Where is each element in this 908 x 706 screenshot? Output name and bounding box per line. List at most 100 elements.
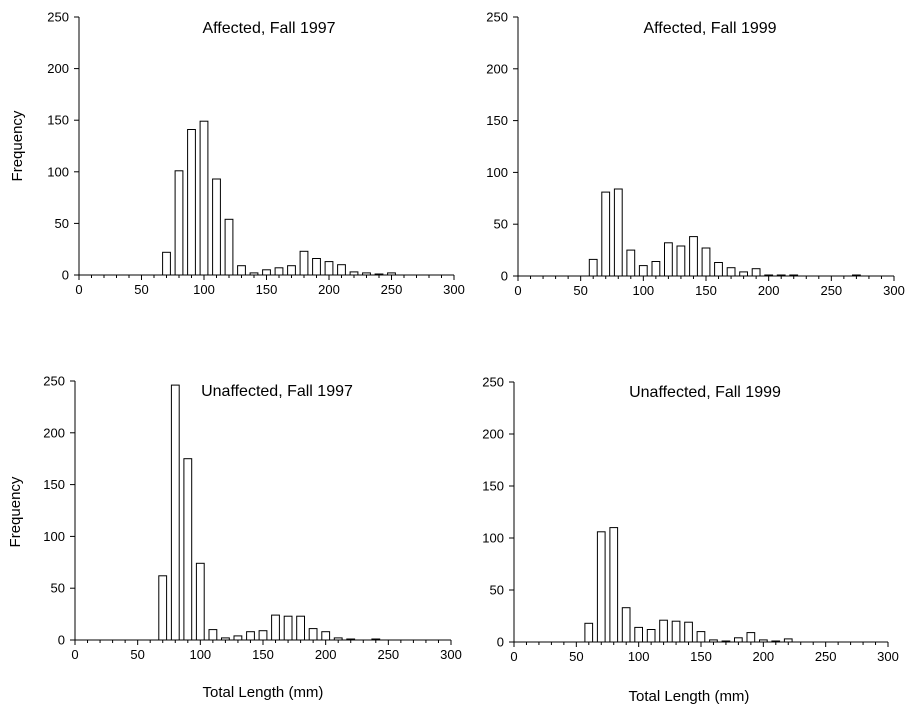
y-tick-label: 150: [43, 477, 65, 492]
histogram-bar: [208, 629, 218, 641]
histogram-bar: [584, 622, 594, 643]
histogram-bar: [199, 120, 209, 276]
x-tick-label: 100: [193, 282, 215, 297]
histogram-bar: [158, 575, 168, 641]
histogram-bar: [324, 261, 334, 276]
y-tick-label: 100: [47, 164, 69, 179]
x-tick-label: 50: [130, 647, 144, 662]
x-tick-label: 200: [752, 649, 774, 664]
y-tick-label: 50: [494, 217, 508, 232]
x-tick-label: 200: [315, 647, 337, 662]
histogram-bar: [308, 628, 318, 641]
histogram-bar: [609, 527, 619, 643]
histogram-bar: [337, 264, 346, 276]
histogram-bar: [283, 615, 293, 641]
x-axis-title: Total Length (mm): [203, 684, 324, 701]
y-tick-label: 150: [482, 479, 504, 494]
histogram-bar: [646, 629, 656, 643]
histogram-bar: [287, 265, 296, 276]
histogram-bar: [262, 269, 271, 276]
histogram-bar: [676, 245, 686, 277]
y-tick-label: 250: [47, 10, 69, 25]
x-tick-label: 150: [256, 282, 278, 297]
y-tick-label: 100: [482, 531, 504, 546]
histogram-bar: [212, 178, 221, 276]
x-tick-label: 150: [252, 647, 274, 662]
histogram-bar: [634, 626, 643, 643]
histogram-bar: [601, 191, 611, 277]
panel-title: Unaffected, Fall 1997: [201, 383, 353, 400]
x-tick-label: 0: [71, 647, 78, 662]
histogram-bar: [183, 458, 193, 641]
x-tick-label: 50: [134, 282, 148, 297]
y-tick-label: 0: [501, 269, 508, 284]
x-tick-label: 150: [695, 283, 717, 298]
histogram-bar: [739, 271, 749, 277]
x-tick-label: 0: [75, 282, 82, 297]
x-tick-label: 0: [514, 283, 521, 298]
histogram-bar: [258, 630, 268, 641]
panel-title: Affected, Fall 1997: [202, 20, 335, 37]
histogram-bar: [588, 258, 598, 277]
histogram-bar: [689, 236, 698, 277]
histogram-bar: [187, 129, 196, 276]
y-tick-label: 100: [486, 165, 508, 180]
panel-title: Affected, Fall 1999: [643, 20, 776, 37]
histogram-bar: [651, 261, 661, 277]
x-tick-label: 250: [820, 283, 842, 298]
histogram-bar: [701, 247, 711, 277]
histogram-bar: [621, 607, 631, 643]
y-tick-label: 50: [55, 216, 69, 231]
x-tick-label: 100: [189, 647, 211, 662]
x-tick-label: 50: [569, 649, 583, 664]
histogram-bar: [162, 251, 171, 276]
histogram-bar: [613, 188, 623, 277]
panel-title: Unaffected, Fall 1999: [629, 384, 781, 401]
x-tick-label: 300: [877, 649, 899, 664]
y-tick-label: 250: [486, 10, 508, 25]
x-tick-label: 150: [690, 649, 712, 664]
y-tick-label: 0: [497, 635, 504, 650]
x-tick-label: 100: [632, 283, 654, 298]
y-tick-label: 100: [43, 529, 65, 544]
histogram-bar: [726, 267, 736, 277]
y-tick-label: 200: [43, 425, 65, 440]
x-tick-label: 0: [510, 649, 517, 664]
histogram-bar: [626, 249, 636, 277]
histogram-bar: [671, 620, 681, 643]
histogram-bar: [299, 250, 309, 276]
histogram-bar: [233, 635, 243, 641]
histogram-bar: [596, 531, 606, 643]
x-tick-label: 300: [440, 647, 462, 662]
y-tick-label: 200: [486, 61, 508, 76]
histogram-bar: [224, 218, 234, 276]
y-tick-label: 0: [62, 268, 69, 283]
y-tick-label: 250: [482, 375, 504, 390]
histogram-bar: [664, 242, 673, 277]
y-tick-label: 50: [51, 581, 65, 596]
histogram-bar: [659, 619, 668, 643]
histogram-bar: [296, 615, 306, 641]
x-tick-label: 50: [573, 283, 587, 298]
x-tick-label: 200: [318, 282, 340, 297]
histogram-bar: [174, 170, 184, 276]
x-tick-label: 250: [377, 647, 399, 662]
histogram-bar: [746, 632, 756, 643]
x-tick-label: 250: [815, 649, 837, 664]
histogram-bar: [312, 258, 321, 276]
y-axis-title: Frequency: [9, 110, 26, 181]
x-axis-title: Total Length (mm): [629, 688, 750, 705]
histogram-bar: [321, 631, 331, 641]
y-tick-label: 0: [58, 633, 65, 648]
y-tick-label: 250: [43, 374, 65, 389]
chart-panel-4: 0 50 100 150 200 250 300 0 50 100 150 200 250 Unaffec…: [482, 375, 899, 706]
histogram-bar: [638, 265, 648, 277]
chart-panel-3: 0 50 100 150 200 250 300 0 50 100 150 200 250 Unaffec…: [7, 374, 462, 702]
y-axis-title: Frequency: [7, 476, 24, 547]
y-tick-label: 150: [486, 113, 508, 128]
histogram-bar: [237, 265, 246, 276]
chart-panel-1: 0 50 100 150 200 250 300 0 50 100 150 200 250 Affecte…: [9, 10, 465, 298]
histogram-bar: [714, 262, 723, 277]
y-tick-label: 150: [47, 113, 69, 128]
